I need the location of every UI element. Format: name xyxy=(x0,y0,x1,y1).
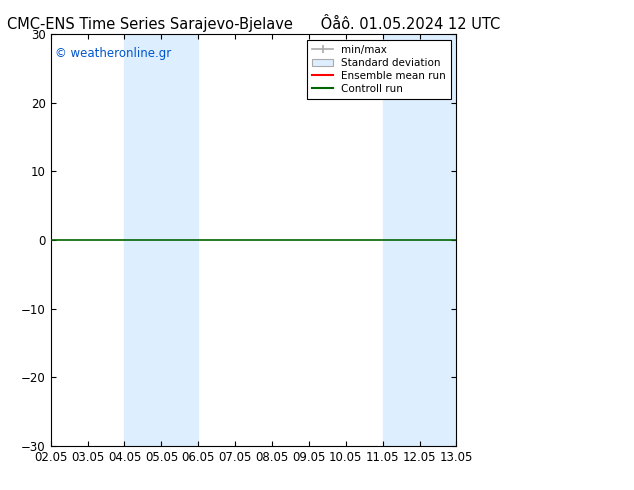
Bar xyxy=(420,34,456,446)
Bar xyxy=(383,34,420,446)
Bar xyxy=(124,34,162,446)
Text: © weatheronline.gr: © weatheronline.gr xyxy=(55,47,171,60)
Title: CMC-ENS Time Series Sarajevo-Bjelave      Ôåô. 01.05.2024 12 UTC: CMC-ENS Time Series Sarajevo-Bjelave Ôåô… xyxy=(7,14,500,32)
Bar xyxy=(162,34,198,446)
Legend: min/max, Standard deviation, Ensemble mean run, Controll run: min/max, Standard deviation, Ensemble me… xyxy=(307,40,451,99)
